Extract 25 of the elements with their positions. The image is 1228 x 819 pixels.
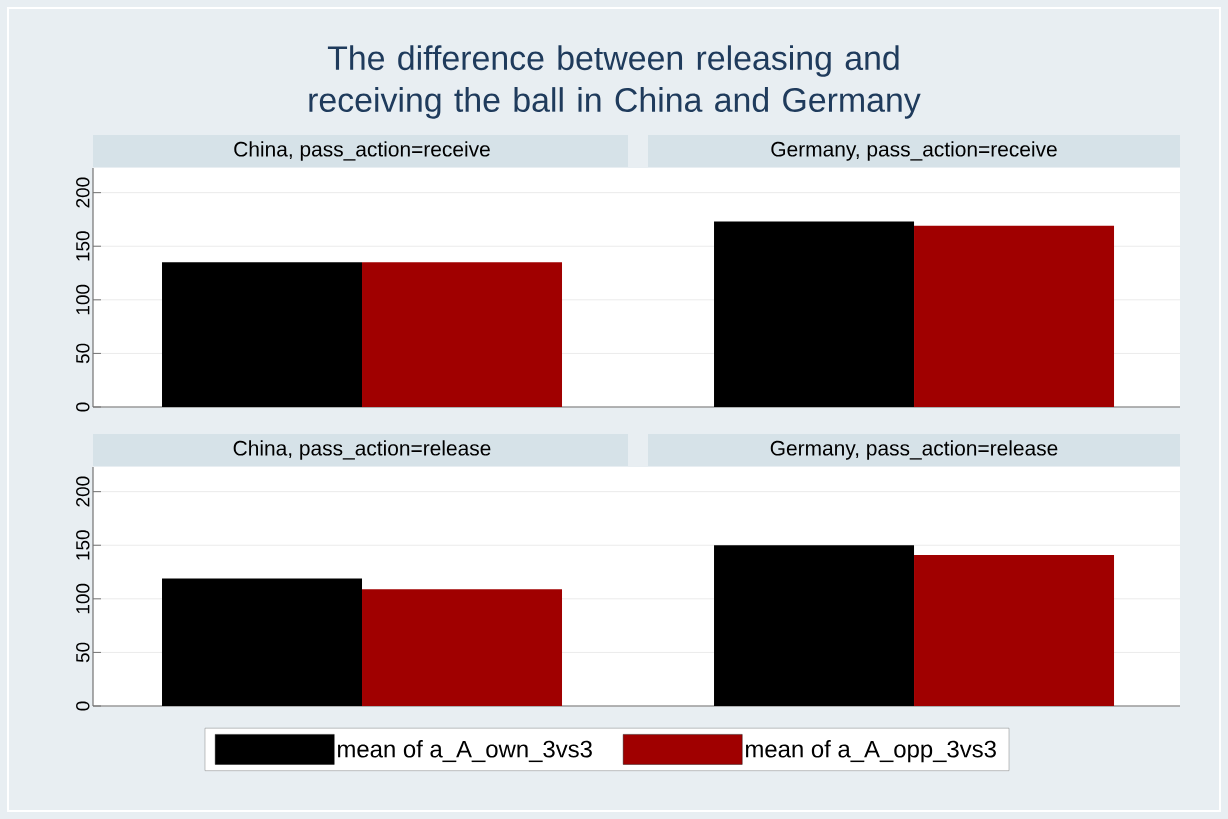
y-tick-label: 50 [76, 642, 90, 663]
y-tick-label: 100 [76, 284, 90, 315]
y-tick-label: 100 [76, 583, 90, 614]
bar [714, 545, 915, 706]
y-tick-label: 200 [76, 476, 90, 507]
bar [914, 554, 1115, 706]
x-tick-label: China, pass_action=release [233, 440, 491, 460]
legend-label: mean of a_A_own_3vs3 [338, 740, 592, 763]
y-tick-label: 50 [76, 343, 90, 364]
x-tick-label: Germany, pass_action=receive [771, 141, 1057, 161]
y-tick-label: 0 [76, 701, 90, 711]
bar [714, 221, 915, 407]
x-tick-label: China, pass_action=receive [234, 141, 490, 161]
bar [362, 262, 563, 407]
bar [162, 578, 363, 706]
bar [914, 225, 1115, 407]
legend-label: mean of a_A_opp_3vs3 [746, 740, 996, 763]
y-tick-label: 150 [76, 231, 90, 261]
bar [162, 262, 363, 407]
y-tick-label: 150 [76, 530, 90, 560]
y-tick-label: 200 [76, 177, 90, 208]
x-tick-label: Germany, pass_action=release [770, 440, 1058, 460]
y-tick-label: 0 [76, 402, 90, 412]
text: The difference between releasing and receiving the ball in China and Germany [309, 45, 921, 119]
bar [362, 589, 563, 706]
